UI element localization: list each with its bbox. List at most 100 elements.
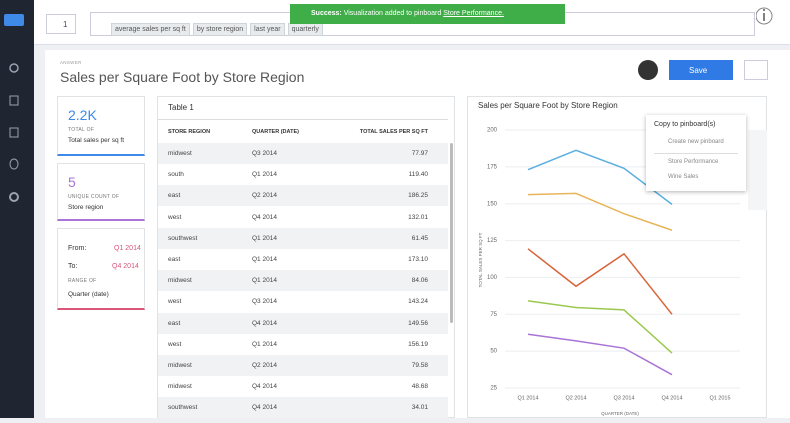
search-icon[interactable] <box>9 63 19 73</box>
create-pinboard[interactable]: Create new pinboard <box>668 139 724 145</box>
menu-divider <box>654 153 738 154</box>
table-cell: 84.06 <box>411 277 428 285</box>
to-value: Q4 2014 <box>112 263 139 270</box>
admin-icon[interactable] <box>9 192 19 202</box>
pinboard-item[interactable]: Store Performance <box>668 159 719 165</box>
search-token: last year <box>250 23 285 36</box>
y-tick-label: 25 <box>490 386 497 392</box>
toast-label: Success: <box>311 10 342 17</box>
headline-name: Store region <box>68 204 104 211</box>
table-cell: midwest <box>168 362 192 369</box>
table-cell: west <box>168 298 182 306</box>
range-card: From: Q1 2014 To: Q4 2014 RANGE OF Quart… <box>57 228 145 310</box>
search-token: average sales per sq ft <box>111 23 190 36</box>
toast-message: Visualization added to pinboard <box>343 10 442 17</box>
table-cell: Q1 2014 <box>252 340 277 348</box>
table-panel: Table 1 STORE REGION QUARTER (DATE) TOTAL … <box>157 96 455 419</box>
table-cell: 48.68 <box>411 383 428 391</box>
y-tick-label: 100 <box>487 275 498 281</box>
y-axis-label: TOTAL SALES PER SQ FT <box>478 232 483 287</box>
table-row: southwest Q1 2014 61.45 <box>158 227 448 249</box>
headline-value: 5 <box>68 174 76 190</box>
table-cell: west <box>168 213 182 221</box>
from-label: From: <box>68 245 87 252</box>
table-cell: Q4 2014 <box>252 404 277 412</box>
share-button[interactable] <box>744 60 768 80</box>
toast: Success: Visualization added to pinboard… <box>290 4 565 24</box>
avatar[interactable] <box>638 60 658 80</box>
series-line <box>527 333 673 376</box>
table-cell: 143.24 <box>408 298 428 306</box>
save-label: Save <box>689 66 708 75</box>
y-tick-label: 125 <box>487 238 498 244</box>
x-tick-label: Q2 2014 <box>565 395 586 401</box>
table-body: midwest Q3 2014 77.97 south Q1 2014 119.40 eas… <box>158 143 448 419</box>
info-icon[interactable] <box>756 2 786 42</box>
table-cell: south <box>168 171 184 179</box>
table-cell: 34.01 <box>411 404 428 412</box>
table-row: east Q2 2014 186.25 <box>158 185 448 207</box>
range-name: Quarter (date) <box>68 291 109 298</box>
table-row: east Q4 2014 149.56 <box>158 312 448 334</box>
table-cell: 61.45 <box>411 234 428 242</box>
column-header: QUARTER (DATE) <box>252 129 299 135</box>
table-row: west Q1 2014 156.19 <box>158 333 448 355</box>
table-cell: east <box>168 256 181 263</box>
table-row: southwest Q4 2014 34.01 <box>158 397 448 419</box>
menu-title: Copy to pinboard(s) <box>654 121 716 128</box>
chart-title: Sales per Square Foot by Store Region <box>478 101 618 110</box>
x-tick-label: Q4 2014 <box>661 395 682 401</box>
y-tick-label: 150 <box>487 201 498 207</box>
to-label: To: <box>68 263 78 270</box>
table-cell: Q1 2014 <box>252 234 277 242</box>
table-cell: 132.01 <box>408 213 428 221</box>
headline-name: Total sales per sq ft <box>68 137 124 144</box>
table-row: midwest Q1 2014 84.06 <box>158 270 448 292</box>
table-cell: east <box>168 192 181 200</box>
headline-card: 5 UNIQUE COUNT OF Store region <box>57 163 145 221</box>
table-cell: 156.19 <box>408 340 428 348</box>
table-cell: Q4 2014 <box>252 383 277 391</box>
table-cell: midwest <box>168 277 192 285</box>
table-cell: southwest <box>168 234 198 242</box>
headline-card: 2.2K TOTAL OF Total sales per sq ft <box>57 96 145 156</box>
series-line <box>527 192 673 231</box>
chart-toolbar[interactable] <box>748 130 767 210</box>
answers-icon[interactable] <box>9 95 19 106</box>
table-cell: Q1 2014 <box>252 171 277 179</box>
scrollbar[interactable] <box>450 143 453 323</box>
table-cell: 77.97 <box>411 150 428 157</box>
x-axis-label: QUARTER (DATE) <box>601 411 639 416</box>
table-cell: Q4 2014 <box>252 319 277 327</box>
toast-link[interactable]: Store Performance. <box>443 10 504 17</box>
table-row: west Q3 2014 143.24 <box>158 291 448 313</box>
answer-title: Sales per Square Foot by Store Region <box>60 69 305 85</box>
table-cell: 173.10 <box>408 256 428 263</box>
x-tick-label: Q3 2014 <box>613 395 634 401</box>
table-cell: west <box>168 340 182 348</box>
sidebar-icons <box>4 14 24 202</box>
y-tick-label: 50 <box>490 349 497 355</box>
pinboard-item[interactable]: Wine Sales <box>668 174 699 180</box>
table-cell: Q1 2014 <box>252 256 277 263</box>
table-title: Table 1 <box>168 103 194 112</box>
from-value: Q1 2014 <box>114 245 141 252</box>
pinboard-menu: Copy to pinboard(s) Create new pinboard … <box>646 115 746 191</box>
table-cell: Q2 2014 <box>252 192 277 200</box>
pinboards-icon[interactable] <box>9 127 19 138</box>
table-cell: Q1 2014 <box>252 277 277 285</box>
headline-caption: UNIQUE COUNT OF <box>68 194 120 200</box>
y-tick-label: 200 <box>487 128 498 134</box>
save-button[interactable]: Save <box>669 60 733 80</box>
table-cell: midwest <box>168 150 192 157</box>
column-header: STORE REGION <box>168 129 211 135</box>
badge: 1 <box>63 20 68 29</box>
table-cell: 149.56 <box>408 319 428 327</box>
table-row: midwest Q2 2014 79.58 <box>158 355 448 376</box>
headline-value: 2.2K <box>68 107 97 123</box>
data-icon[interactable] <box>9 158 19 170</box>
table-row: west Q4 2014 132.01 <box>158 206 448 228</box>
sources-button[interactable]: 1 <box>46 14 76 34</box>
